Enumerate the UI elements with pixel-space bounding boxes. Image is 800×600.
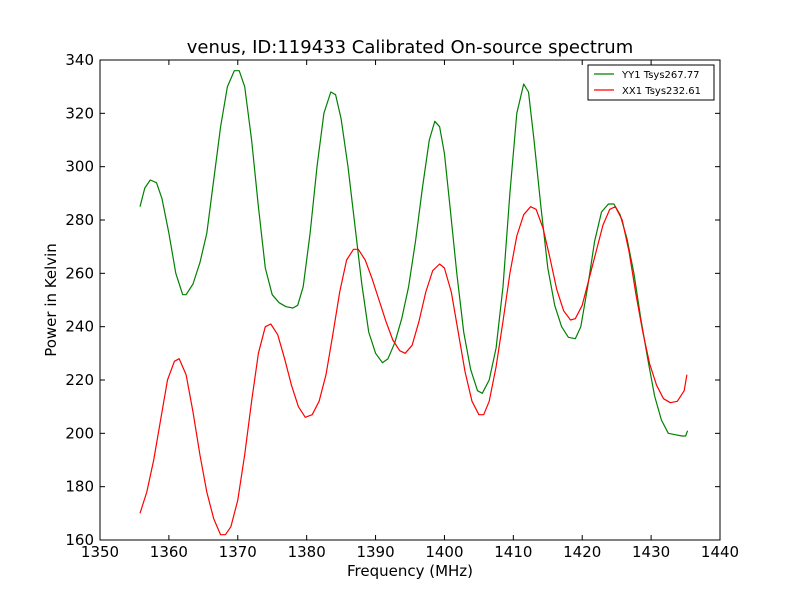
y-tick-label: 200	[65, 424, 94, 442]
x-tick-label: 1440	[701, 543, 739, 561]
y-tick-label: 300	[65, 158, 94, 176]
y-tick-label: 220	[65, 371, 94, 389]
x-tick-label: 1420	[563, 543, 601, 561]
chart-title: venus, ID:119433 Calibrated On-source sp…	[187, 37, 634, 58]
ticks-layer: 1350 1360 1370 1380 1390 1400 1410 1420 1430 1440…	[65, 51, 739, 561]
y-tick-label: 340	[65, 51, 94, 69]
plot-frame	[99, 59, 721, 541]
x-tick-label: 1400	[425, 543, 463, 561]
x-tick-label: 1370	[219, 543, 257, 561]
y-tick-label: 280	[65, 211, 94, 229]
series-line-xx1	[139, 206, 688, 536]
legend: YY1 Tsys267.77 XX1 Tsys232.61	[587, 64, 715, 101]
y-axis-label: Power in Kelvin	[42, 243, 60, 357]
x-tick-label: 1360	[150, 543, 188, 561]
legend-label-yy1: YY1 Tsys267.77	[621, 70, 700, 81]
x-tick-label: 1410	[494, 543, 532, 561]
x-axis-label: Frequency (MHz)	[347, 562, 473, 580]
series-line-yy1	[139, 70, 689, 437]
x-tick-label: 1350	[81, 543, 119, 561]
y-tick-label: 260	[65, 264, 94, 282]
legend-label-xx1: XX1 Tsys232.61	[622, 86, 701, 97]
y-tick-label: 180	[65, 478, 94, 496]
y-tick-label: 320	[65, 104, 94, 122]
series-layer	[139, 70, 689, 536]
x-tick-label: 1430	[632, 543, 670, 561]
y-tick-label: 240	[65, 318, 94, 336]
legend-box	[587, 64, 715, 101]
x-tick-label: 1380	[288, 543, 326, 561]
y-tick-label: 160	[65, 531, 94, 549]
x-tick-label: 1390	[356, 543, 394, 561]
